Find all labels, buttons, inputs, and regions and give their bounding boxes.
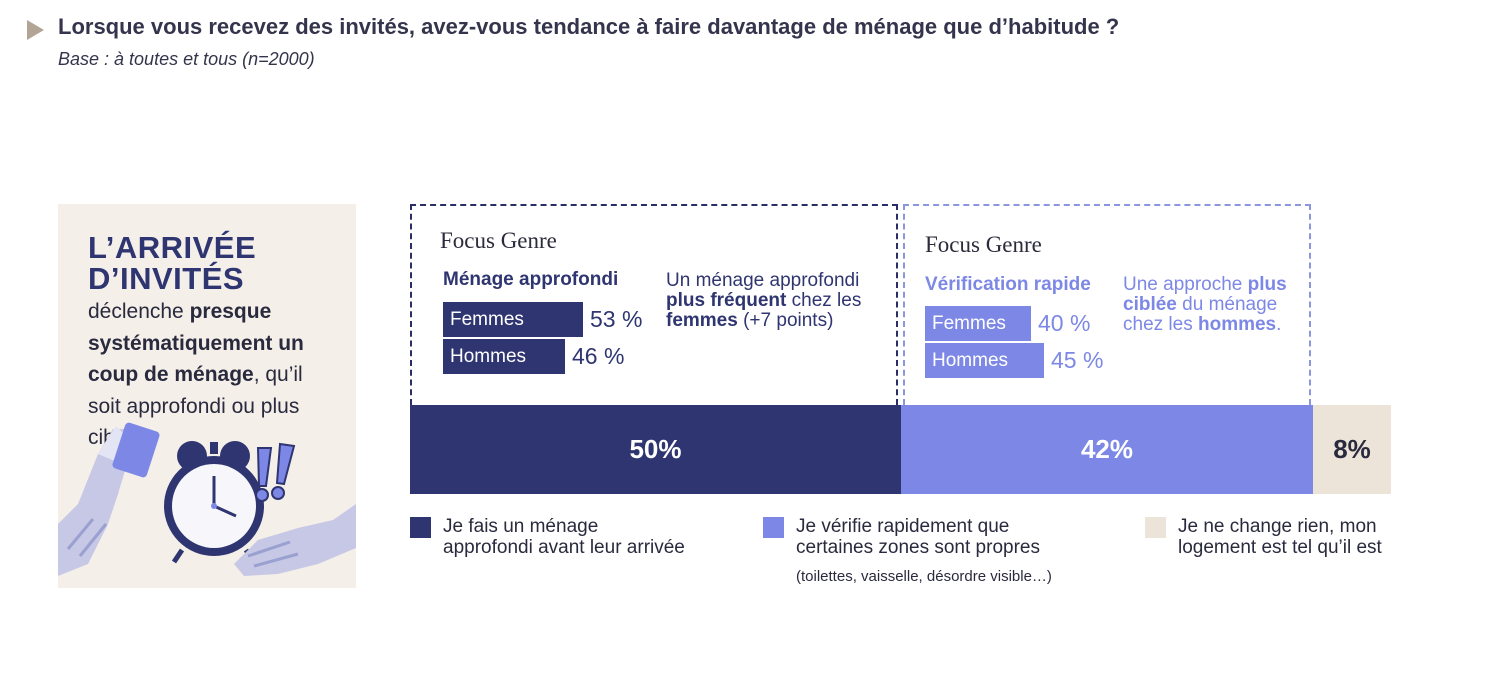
focus-title: Vérification rapide: [925, 274, 1091, 295]
bar-segment-approfondi: 50%: [410, 405, 901, 494]
bar-segment-rien: 8%: [1313, 405, 1391, 494]
focus-title: Ménage approfondi: [443, 269, 619, 290]
focus-note-line2: ciblée du ménage: [1123, 295, 1303, 315]
focus-note-bold: plus fréquent: [666, 290, 787, 311]
focus-note-line3: femmes (+7 points): [666, 311, 891, 331]
insight-card: L’ARRIVÉE D’INVITÉS déclenche presque sy…: [58, 204, 356, 588]
focus-note-end: .: [1276, 314, 1282, 335]
gender-value-hommes: 46 %: [572, 343, 625, 369]
focus-note-plain: Une approche: [1123, 274, 1248, 295]
focus-note-bold3: hommes: [1197, 314, 1277, 335]
bar-label-approfondi: 50%: [629, 434, 682, 464]
gender-bar-femmes: Femmes: [443, 302, 583, 337]
legend-line: logement est tel qu’il est: [1178, 537, 1382, 558]
bar-segment-verification: 42%: [901, 405, 1313, 494]
cleaning-illustration: [58, 422, 356, 576]
legend-line: Je fais un ménage: [443, 516, 599, 537]
focus-note-line1: Un ménage approfondi: [666, 270, 860, 291]
glove-hand-icon: [234, 504, 356, 576]
focus-note-plain: chez les: [786, 290, 862, 311]
glove-sponge-icon: [58, 422, 160, 576]
insight-card-title-line2: D’INVITÉS: [88, 261, 245, 296]
focus-note-line1: Une approche plus: [1123, 275, 1303, 295]
insight-text-bold: presque systématiquement un coup de ména…: [88, 300, 304, 386]
focus-note-line3: chez les hommes.: [1123, 315, 1303, 335]
legend-subtext-verification: (toilettes, vaisselle, désordre visible……: [796, 568, 1052, 585]
focus-label: Focus Genre: [440, 228, 557, 253]
insight-card-title-line1: L’ARRIVÉE: [88, 230, 257, 265]
insight-text-plain1: déclenche: [88, 300, 190, 323]
alarm-clock-icon: [164, 441, 264, 564]
legend-text-approfondi: Je fais un ménage approfondi avant leur …: [443, 516, 685, 558]
legend-text-verification: Je vérifie rapidement que certaines zone…: [796, 516, 1040, 558]
focus-label: Focus Genre: [925, 232, 1042, 257]
legend-swatch-approfondi: [410, 517, 431, 538]
bar-label-rien: 8%: [1333, 434, 1371, 464]
focus-note-plain2: (+7 points): [737, 310, 834, 331]
focus-note-plain2: du ménage: [1176, 294, 1278, 315]
focus-note-bold2: femmes: [666, 310, 738, 331]
focus-note-bold: plus: [1247, 274, 1287, 295]
focus-note: Une approche plus ciblée du ménage chez …: [1123, 275, 1303, 335]
legend-line: certaines zones sont propres: [796, 537, 1040, 558]
question-title: Lorsque vous recevez des invités, avez-v…: [58, 14, 1120, 39]
gender-value-femmes: 40 %: [1038, 310, 1091, 336]
legend-line: approfondi avant leur arrivée: [443, 537, 685, 558]
legend-swatch-rien: [1145, 517, 1166, 538]
focus-note-plain3: chez les: [1123, 314, 1198, 335]
gender-bar-femmes: Femmes: [925, 306, 1031, 341]
question-arrow-icon: [27, 20, 44, 40]
exclamation-icon: [255, 442, 296, 502]
insight-card-title: L’ARRIVÉE D’INVITÉS: [88, 232, 256, 294]
focus-note-bold2: ciblée: [1123, 294, 1177, 315]
legend-line: Je ne change rien, mon: [1178, 516, 1377, 537]
focus-box-menage: Focus Genre Ménage approfondi Femmes 53 …: [410, 204, 898, 405]
gender-bar-hommes: Hommes: [925, 343, 1044, 378]
legend-swatch-verification: [763, 517, 784, 538]
base-note: Base : à toutes et tous (n=2000): [58, 49, 315, 69]
legend-line: Je vérifie rapidement que: [796, 516, 1010, 537]
gender-bar-hommes: Hommes: [443, 339, 565, 374]
focus-note: Un ménage approfondi plus fréquent chez …: [666, 271, 891, 331]
gender-value-hommes: 45 %: [1051, 347, 1104, 373]
gender-value-femmes: 53 %: [590, 306, 643, 332]
legend-text-rien: Je ne change rien, mon logement est tel …: [1178, 516, 1382, 558]
focus-note-line2: plus fréquent chez les: [666, 291, 891, 311]
focus-box-verification: Focus Genre Vérification rapide Femmes 4…: [903, 204, 1311, 405]
bar-label-verification: 42%: [1080, 434, 1134, 464]
